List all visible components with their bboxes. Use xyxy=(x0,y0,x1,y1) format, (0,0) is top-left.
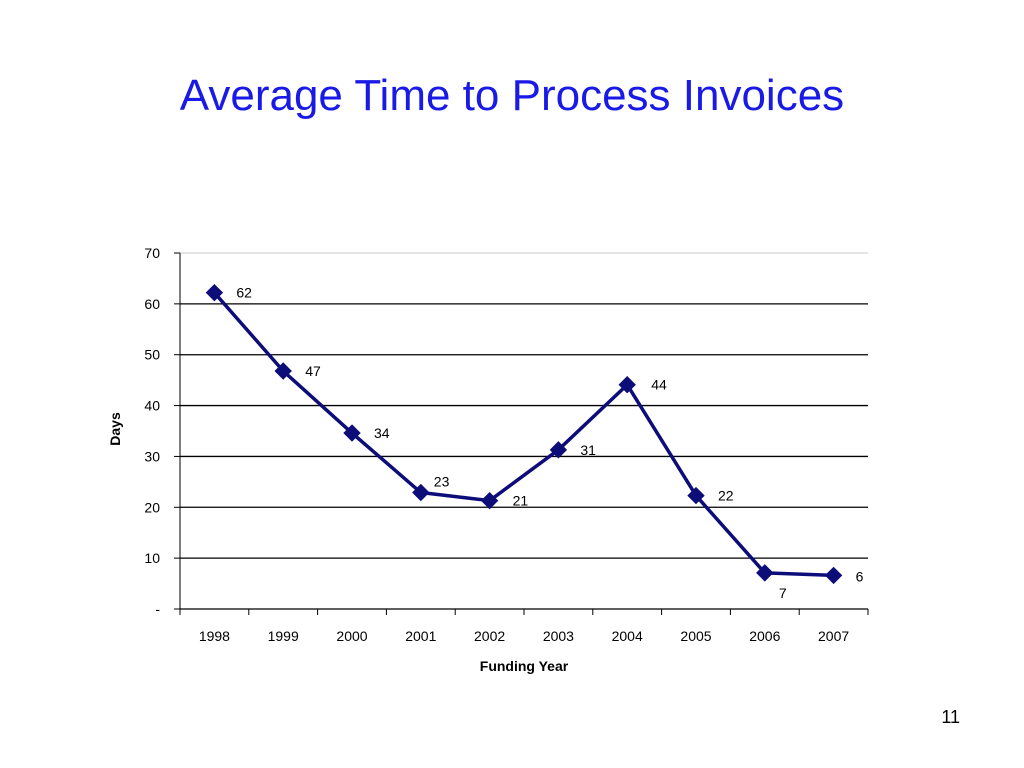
y-tick-label: 70 xyxy=(144,245,160,261)
y-tick-label: 10 xyxy=(144,550,160,566)
y-tick-label: 40 xyxy=(144,398,160,414)
y-axis-title: Days xyxy=(107,412,123,446)
data-label: 47 xyxy=(305,363,321,379)
data-point-marker xyxy=(687,486,705,505)
slide-title: Average Time to Process Invoices xyxy=(179,71,845,120)
data-point-marker xyxy=(343,424,361,442)
series-line xyxy=(213,291,834,578)
data-point-marker xyxy=(274,362,292,380)
y-tick-label: 20 xyxy=(144,499,160,515)
markers xyxy=(205,283,843,585)
data-label: 21 xyxy=(513,493,529,509)
y-tick-label: - xyxy=(155,601,160,617)
x-tick-label: 1998 xyxy=(199,628,230,644)
x-tick-label: 2004 xyxy=(612,628,643,644)
x-tick-label: 2000 xyxy=(336,628,367,644)
data-point-marker xyxy=(412,483,430,502)
x-tick-label: 2001 xyxy=(405,628,436,644)
x-tick-label: 1999 xyxy=(268,628,299,644)
y-tick-label: 50 xyxy=(144,347,160,363)
data-point-marker xyxy=(549,441,568,459)
y-tick-label: 60 xyxy=(144,296,160,312)
data-label: 7 xyxy=(779,585,787,601)
data-label: 22 xyxy=(718,488,734,504)
x-tick-label: 2007 xyxy=(818,628,849,644)
x-axis-title: Funding Year xyxy=(480,658,569,674)
x-tick-label: 2003 xyxy=(543,628,574,644)
gridlines xyxy=(180,252,868,559)
data-label: 23 xyxy=(434,474,450,490)
data-point-marker xyxy=(480,491,499,510)
data-labels: 62 47 34 23 21 31 44 22 7 6 xyxy=(236,285,863,601)
page-number: 11 xyxy=(941,707,960,727)
data-label: 31 xyxy=(580,442,596,458)
data-point-marker xyxy=(205,283,224,302)
axes: - 10 20 30 40 50 60 70 1998 1999 2000 2001 2002 2003 2… xyxy=(144,245,869,644)
data-label: 34 xyxy=(374,425,390,441)
data-label: 6 xyxy=(856,568,864,584)
x-tick-label: 2002 xyxy=(474,628,505,644)
y-tick-label: 30 xyxy=(144,448,160,464)
data-point-marker xyxy=(756,564,774,582)
series-line-group xyxy=(213,291,834,578)
data-label: 44 xyxy=(651,377,667,393)
data-point-marker xyxy=(824,566,843,585)
x-tick-label: 2006 xyxy=(749,628,780,644)
data-point-marker xyxy=(618,376,636,394)
x-tick-label: 2005 xyxy=(680,628,711,644)
data-label: 62 xyxy=(236,285,252,301)
